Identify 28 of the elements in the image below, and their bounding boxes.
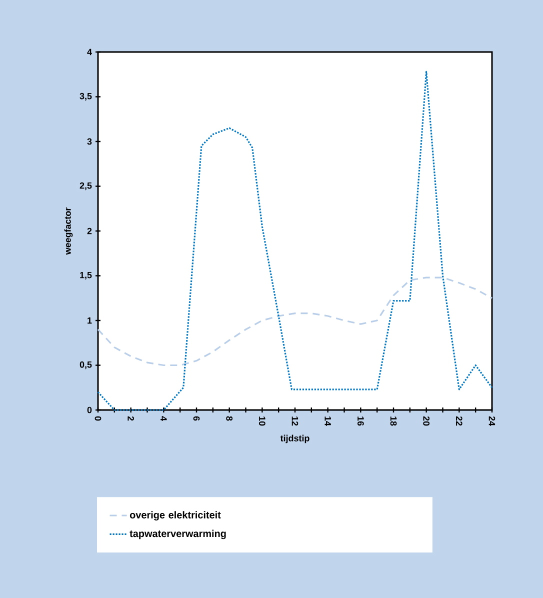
legend-label: overige elektriciteit xyxy=(130,511,221,520)
x-tick-label: 2 xyxy=(128,416,134,421)
line-series xyxy=(97,276,493,366)
x-axis-title: tijdstip xyxy=(280,434,310,444)
y-tick-label: 3,5 xyxy=(80,92,92,101)
legend-label: tapwaterverwarming xyxy=(130,530,226,540)
y-tick-label: 4 xyxy=(87,48,92,56)
y-tick-label: 3 xyxy=(87,138,92,145)
y-tick-label: 2 xyxy=(87,228,92,234)
y-tick-label: 0,5 xyxy=(80,361,92,370)
y-tick-label: 1,5 xyxy=(80,272,92,280)
x-tick-label: 12 xyxy=(292,416,298,426)
x-tick-label: 20 xyxy=(423,416,430,426)
x-tick-label: 16 xyxy=(357,416,364,426)
x-tick-label: 8 xyxy=(226,416,233,421)
x-tick-label: 6 xyxy=(193,416,200,421)
y-axis-title: weegfactor xyxy=(64,207,73,255)
y-tick-label: 1 xyxy=(88,317,92,324)
x-tick-label: 10 xyxy=(258,416,266,426)
x-tick-label: 4 xyxy=(160,416,167,421)
line-series xyxy=(97,70,493,411)
x-tick-label: 24 xyxy=(488,416,496,426)
y-tick-label: 2,5 xyxy=(80,182,92,190)
y-tick-label: 0 xyxy=(87,406,92,414)
x-tick-label: 22 xyxy=(456,416,462,426)
x-tick-label: 14 xyxy=(324,416,331,426)
x-tick-label: 0 xyxy=(94,416,102,421)
x-tick-label: 18 xyxy=(390,416,397,426)
